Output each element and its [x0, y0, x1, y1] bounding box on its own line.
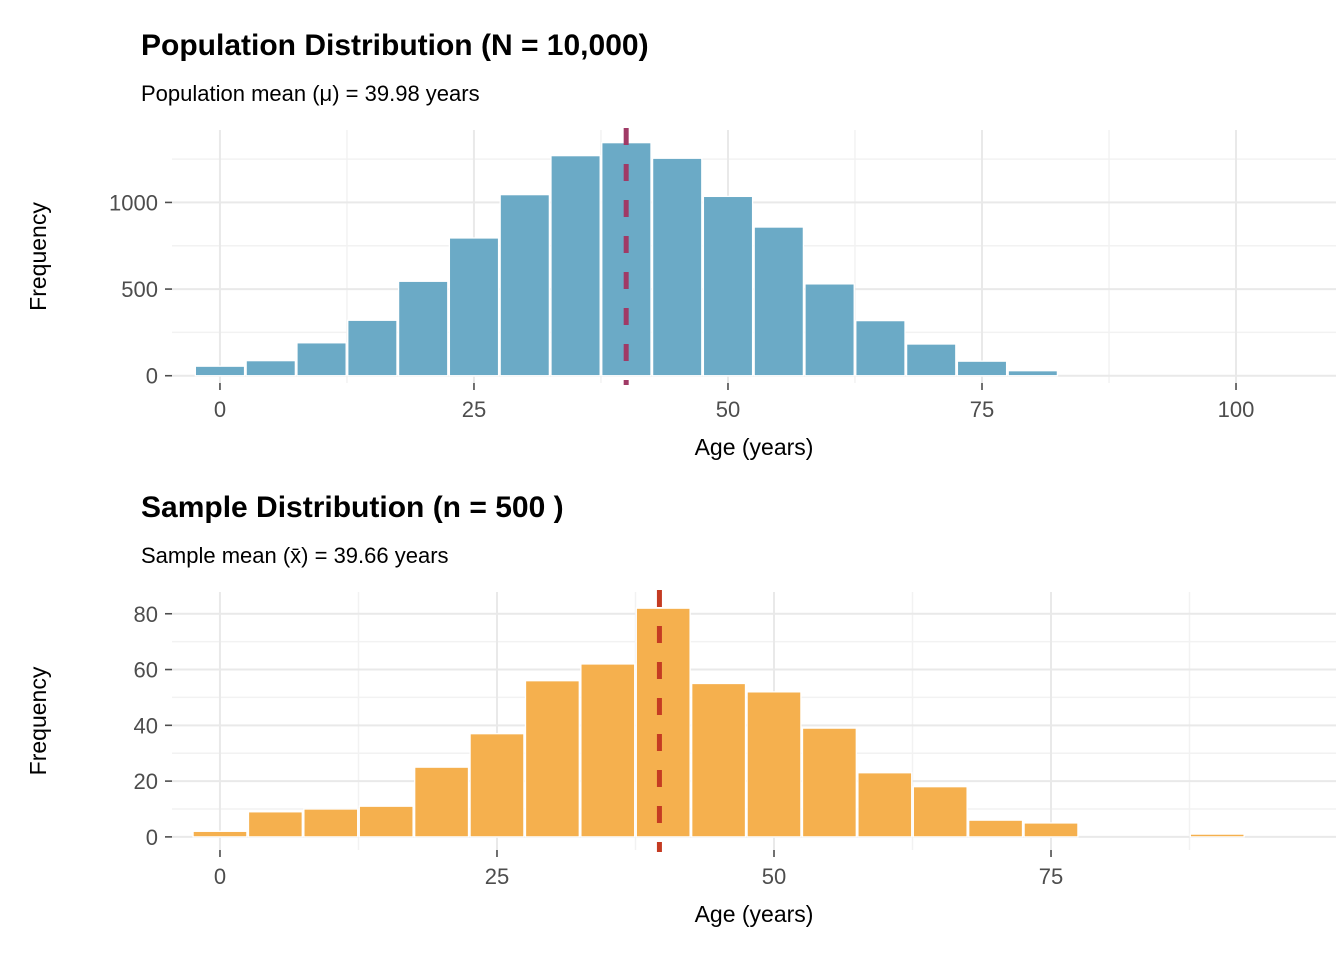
- y-tick-label: 40: [134, 713, 158, 738]
- histogram-bar: [912, 786, 968, 838]
- histogram-bar: [753, 226, 805, 377]
- x-tick-label: 25: [462, 397, 486, 422]
- histogram-bar: [1007, 370, 1059, 377]
- histogram-bars: [194, 141, 1059, 377]
- y-axis-title: Frequency: [25, 202, 51, 311]
- x-tick-label: 0: [214, 864, 226, 889]
- histogram-bar: [651, 157, 703, 377]
- histogram-bar: [448, 237, 500, 377]
- histogram-bar: [499, 193, 551, 377]
- x-axis-title: Age (years): [695, 901, 814, 927]
- histogram-bar: [905, 343, 957, 377]
- histogram-bar: [469, 733, 525, 838]
- sample-chart-title: Sample Distribution (n = 500 ): [141, 491, 564, 524]
- histogram-bar: [691, 682, 747, 838]
- histogram-bar: [524, 680, 580, 838]
- histogram-bar: [804, 283, 855, 377]
- population-chart-subtitle: Population mean (μ) = 39.98 years: [141, 81, 480, 106]
- y-tick-label: 80: [134, 602, 158, 627]
- histogram-bar: [192, 830, 248, 838]
- histogram-bar: [968, 819, 1024, 838]
- histogram-bar: [296, 342, 347, 377]
- y-tick-label: 1000: [109, 190, 158, 215]
- y-tick-label: 0: [146, 364, 158, 389]
- axes: 0 25 50 75 0 20 40 60 80: [134, 602, 1064, 889]
- x-tick-label: 100: [1218, 397, 1255, 422]
- histogram-bar: [746, 691, 802, 838]
- histogram-bar: [414, 766, 470, 838]
- x-tick-label: 50: [762, 864, 786, 889]
- histogram-bar: [1023, 822, 1079, 838]
- y-tick-label: 500: [121, 277, 158, 302]
- histogram-bar: [580, 663, 636, 838]
- y-axis-title: Frequency: [25, 666, 51, 775]
- histogram-bar: [397, 280, 449, 377]
- x-tick-label: 50: [716, 397, 740, 422]
- sample-histogram: 0 25 50 75 0 20 40 60 80 Age (years) Frequency: [25, 590, 1336, 927]
- x-tick-label: 25: [485, 864, 509, 889]
- x-axis-title: Age (years): [695, 434, 814, 460]
- x-tick-label: 75: [970, 397, 994, 422]
- histogram-bar: [245, 359, 297, 377]
- y-tick-label: 0: [146, 825, 158, 850]
- histogram-bar: [1189, 833, 1245, 838]
- histogram-bar: [247, 811, 303, 838]
- histogram-bar: [194, 365, 246, 377]
- histogram-bar: [857, 772, 913, 838]
- population-chart-title: Population Distribution (N = 10,000): [141, 29, 649, 62]
- histogram-bar: [358, 805, 414, 838]
- sample-chart-subtitle: Sample mean (x̄) = 39.66 years: [141, 543, 449, 568]
- x-tick-label: 75: [1039, 864, 1063, 889]
- histogram-bar: [956, 360, 1008, 377]
- histogram-bar: [601, 141, 652, 377]
- histogram-bar: [855, 319, 906, 377]
- x-tick-label: 0: [214, 397, 226, 422]
- histogram-bars: [192, 607, 1245, 838]
- histogram-bar: [550, 154, 601, 377]
- histogram-bar: [347, 319, 398, 377]
- y-tick-label: 60: [134, 658, 158, 683]
- histogram-bar: [801, 727, 857, 838]
- histogram-bar: [303, 808, 359, 838]
- histogram-bar: [635, 607, 691, 838]
- histogram-bar: [702, 195, 754, 377]
- y-tick-label: 20: [134, 769, 158, 794]
